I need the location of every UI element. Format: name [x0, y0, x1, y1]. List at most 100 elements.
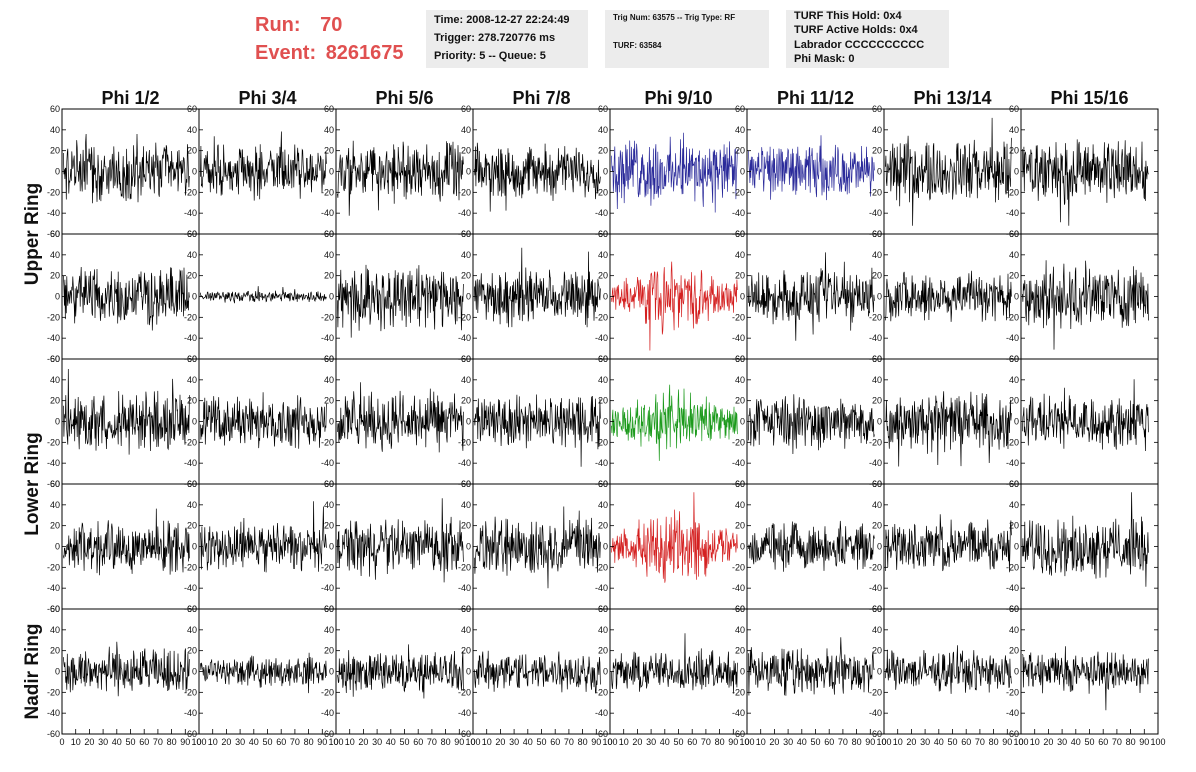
waveform-trace — [337, 498, 464, 583]
x-tick-label: 20 — [906, 737, 916, 747]
y-tick-label: -60 — [869, 604, 882, 614]
x-tick-label: 40 — [249, 737, 259, 747]
y-tick-label: 0 — [603, 417, 608, 427]
y-tick-label: -40 — [458, 458, 471, 468]
turf-text: TURF: 63584 — [613, 41, 662, 50]
y-tick-label: -20 — [321, 187, 334, 197]
waveform-trace — [474, 650, 601, 694]
x-tick-label: 40 — [660, 737, 670, 747]
run-label: Run: — [255, 14, 301, 36]
waveform-trace — [63, 133, 190, 204]
y-tick-label: -20 — [458, 312, 471, 322]
waveform-trace — [611, 261, 738, 351]
y-tick-label: 40 — [598, 250, 608, 260]
waveform-trace — [885, 514, 1012, 573]
y-tick-label: -60 — [1006, 729, 1019, 739]
column-title: Phi 15/16 — [1050, 88, 1128, 108]
x-tick-label: 40 — [1071, 737, 1081, 747]
trigger-text: Trigger: 278.720776 ms — [434, 32, 556, 44]
y-tick-label: 60 — [872, 354, 882, 364]
x-tick-label: 20 — [632, 737, 642, 747]
column-title: Phi 5/6 — [375, 88, 433, 108]
y-tick-label: 20 — [187, 521, 197, 531]
y-tick-label: 40 — [598, 125, 608, 135]
x-tick-label: 50 — [810, 737, 820, 747]
x-tick-label: 20 — [358, 737, 368, 747]
y-tick-label: -40 — [47, 208, 60, 218]
x-tick-label: 0 — [607, 737, 612, 747]
y-tick-label: 40 — [872, 375, 882, 385]
y-tick-label: -40 — [321, 208, 334, 218]
y-tick-label: 40 — [598, 375, 608, 385]
y-tick-label: -40 — [869, 333, 882, 343]
y-tick-label: 20 — [461, 146, 471, 156]
waveform-trace — [337, 382, 464, 453]
waveform-trace — [748, 394, 875, 455]
x-tick-label: 60 — [961, 737, 971, 747]
y-tick-label: 0 — [603, 542, 608, 552]
y-tick-label: -60 — [47, 354, 60, 364]
y-tick-label: -60 — [595, 354, 608, 364]
y-tick-label: 20 — [598, 146, 608, 156]
y-tick-label: -60 — [595, 479, 608, 489]
labrador-text: Labrador CCCCCCCCCC — [794, 39, 925, 51]
x-tick-label: 10 — [345, 737, 355, 747]
y-tick-label: 40 — [50, 250, 60, 260]
y-tick-label: 40 — [50, 375, 60, 385]
y-tick-label: 20 — [735, 146, 745, 156]
waveform-trace — [748, 637, 875, 696]
waveform-trace — [1022, 260, 1149, 350]
y-tick-label: 20 — [461, 521, 471, 531]
x-tick-label: 30 — [783, 737, 793, 747]
x-tick-label: 80 — [715, 737, 725, 747]
y-tick-label: -20 — [1006, 312, 1019, 322]
y-tick-label: -20 — [184, 437, 197, 447]
y-tick-label: -40 — [47, 708, 60, 718]
x-tick-label: 30 — [1057, 737, 1067, 747]
waveform-trace — [885, 270, 1012, 322]
y-tick-label: 40 — [50, 125, 60, 135]
y-tick-label: -20 — [321, 437, 334, 447]
y-tick-label: 60 — [187, 604, 197, 614]
y-tick-label: 20 — [324, 271, 334, 281]
waveform-trace — [611, 132, 738, 213]
y-tick-label: -40 — [1006, 458, 1019, 468]
y-tick-label: -60 — [458, 354, 471, 364]
turf-panel: TURF This Hold: 0x4 TURF Active Holds: 0… — [786, 10, 949, 68]
y-tick-label: -20 — [869, 437, 882, 447]
y-tick-label: 40 — [872, 500, 882, 510]
run-event-box: Run: 70 Event: 8261675 — [245, 8, 420, 66]
y-tick-label: -40 — [47, 333, 60, 343]
x-tick-label: 90 — [728, 737, 738, 747]
phi-mask-text: Phi Mask: 0 — [794, 53, 855, 65]
x-tick-label: 30 — [235, 737, 245, 747]
row-title: Upper Ring — [22, 183, 43, 285]
y-tick-label: 60 — [461, 479, 471, 489]
x-tick-label: 80 — [167, 737, 177, 747]
y-tick-label: -20 — [732, 562, 745, 572]
y-tick-label: -60 — [869, 354, 882, 364]
x-tick-label: 0 — [470, 737, 475, 747]
y-tick-label: 20 — [1009, 146, 1019, 156]
panel-frame — [609, 233, 748, 360]
column-title: Phi 3/4 — [238, 88, 296, 108]
y-tick-label: -60 — [732, 229, 745, 239]
y-tick-label: -60 — [869, 229, 882, 239]
y-tick-label: -20 — [184, 687, 197, 697]
x-tick-label: 70 — [975, 737, 985, 747]
x-tick-label: 70 — [564, 737, 574, 747]
y-tick-label: 20 — [461, 396, 471, 406]
y-tick-label: 20 — [50, 396, 60, 406]
y-tick-label: -20 — [184, 562, 197, 572]
y-tick-label: 20 — [735, 271, 745, 281]
y-tick-label: -60 — [1006, 604, 1019, 614]
y-tick-label: -20 — [1006, 562, 1019, 572]
y-tick-label: 40 — [461, 625, 471, 635]
y-tick-label: 60 — [324, 229, 334, 239]
y-tick-label: 60 — [1009, 104, 1019, 114]
x-tick-label: 60 — [550, 737, 560, 747]
x-tick-label: 30 — [372, 737, 382, 747]
x-tick-label: 50 — [399, 737, 409, 747]
waveform-trace — [885, 391, 1012, 467]
y-tick-label: 20 — [1009, 271, 1019, 281]
